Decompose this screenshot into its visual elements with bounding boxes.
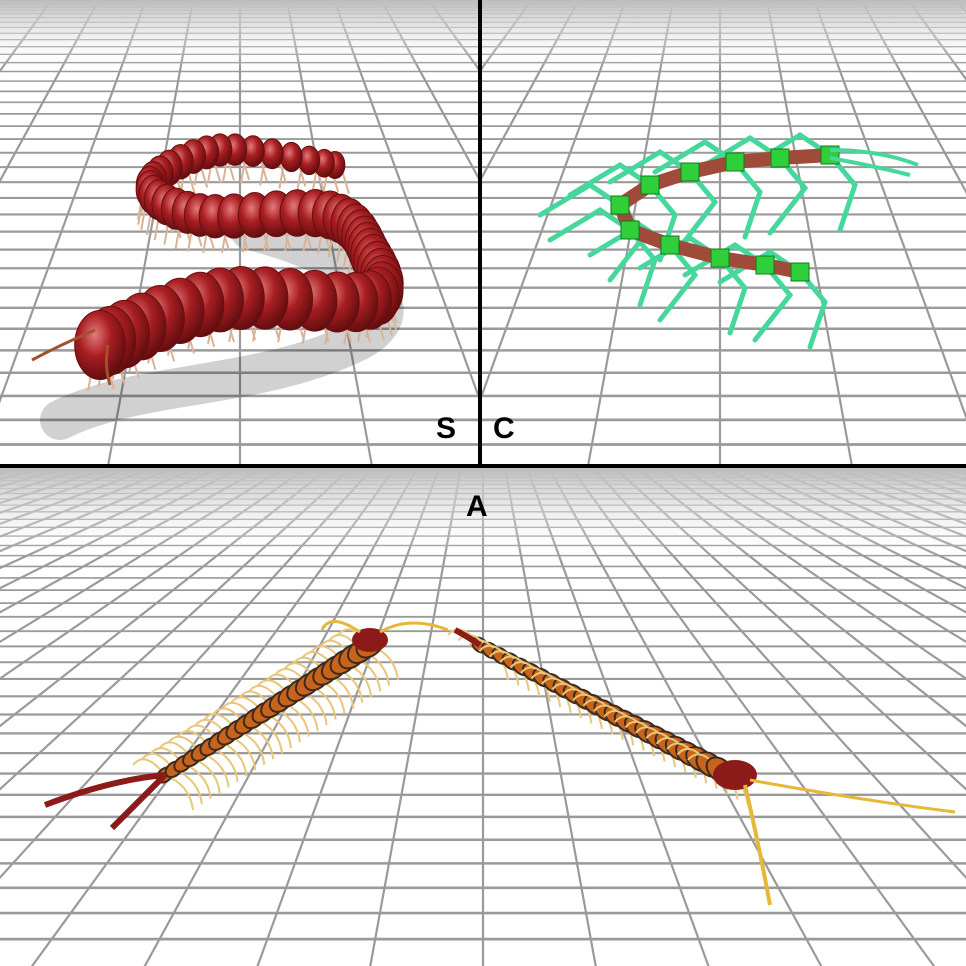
panel-label-c: C (493, 412, 515, 445)
antenna (104, 344, 112, 386)
leg (259, 163, 266, 186)
antenna (743, 784, 772, 906)
leg (296, 169, 303, 192)
leg (342, 173, 350, 194)
antenna (829, 148, 919, 167)
leg (145, 212, 152, 236)
leg (752, 262, 794, 343)
antenna (829, 156, 911, 177)
leg (140, 207, 147, 230)
tail-leg (453, 627, 482, 648)
leg (697, 135, 783, 171)
leg (797, 269, 828, 350)
antenna (320, 620, 361, 634)
leg (239, 160, 246, 184)
worm-shadow (40, 210, 404, 440)
leg (537, 182, 623, 218)
centipede-skeleton (537, 132, 919, 350)
panel-label-s: S (436, 412, 457, 445)
joint (610, 195, 630, 215)
panel-bottom (0, 468, 966, 966)
leg (677, 169, 719, 250)
centipede-pair (43, 620, 956, 906)
panel-label-a: A (466, 490, 488, 523)
leg (153, 217, 160, 241)
joint (660, 235, 680, 255)
joint (725, 152, 745, 172)
joint (620, 220, 640, 240)
joint (790, 262, 810, 282)
tail-leg (109, 772, 168, 831)
joint (770, 148, 790, 168)
antenna (749, 778, 956, 814)
panel-top-left (0, 0, 478, 464)
leg (259, 160, 268, 182)
body-segment (74, 310, 126, 380)
leg (200, 167, 209, 188)
leg (278, 166, 285, 189)
leg (279, 163, 288, 184)
leg (657, 242, 699, 323)
leg (732, 159, 763, 240)
leg (827, 152, 858, 233)
antenna (31, 328, 96, 362)
leg (187, 172, 196, 194)
leg (213, 162, 222, 184)
tail-leg (43, 772, 166, 808)
leg (717, 255, 748, 336)
joint (640, 175, 660, 195)
leg (767, 155, 809, 236)
joint (710, 248, 730, 268)
antenna (379, 621, 449, 634)
leg (227, 160, 235, 181)
horizontal-divider (0, 464, 966, 468)
vertical-divider (478, 0, 482, 468)
panel-top-right (482, 0, 966, 464)
head (352, 628, 388, 652)
millipede-body (31, 133, 404, 392)
head (713, 760, 757, 790)
joint (680, 162, 700, 182)
joint (755, 255, 775, 275)
body-segment (280, 141, 303, 173)
